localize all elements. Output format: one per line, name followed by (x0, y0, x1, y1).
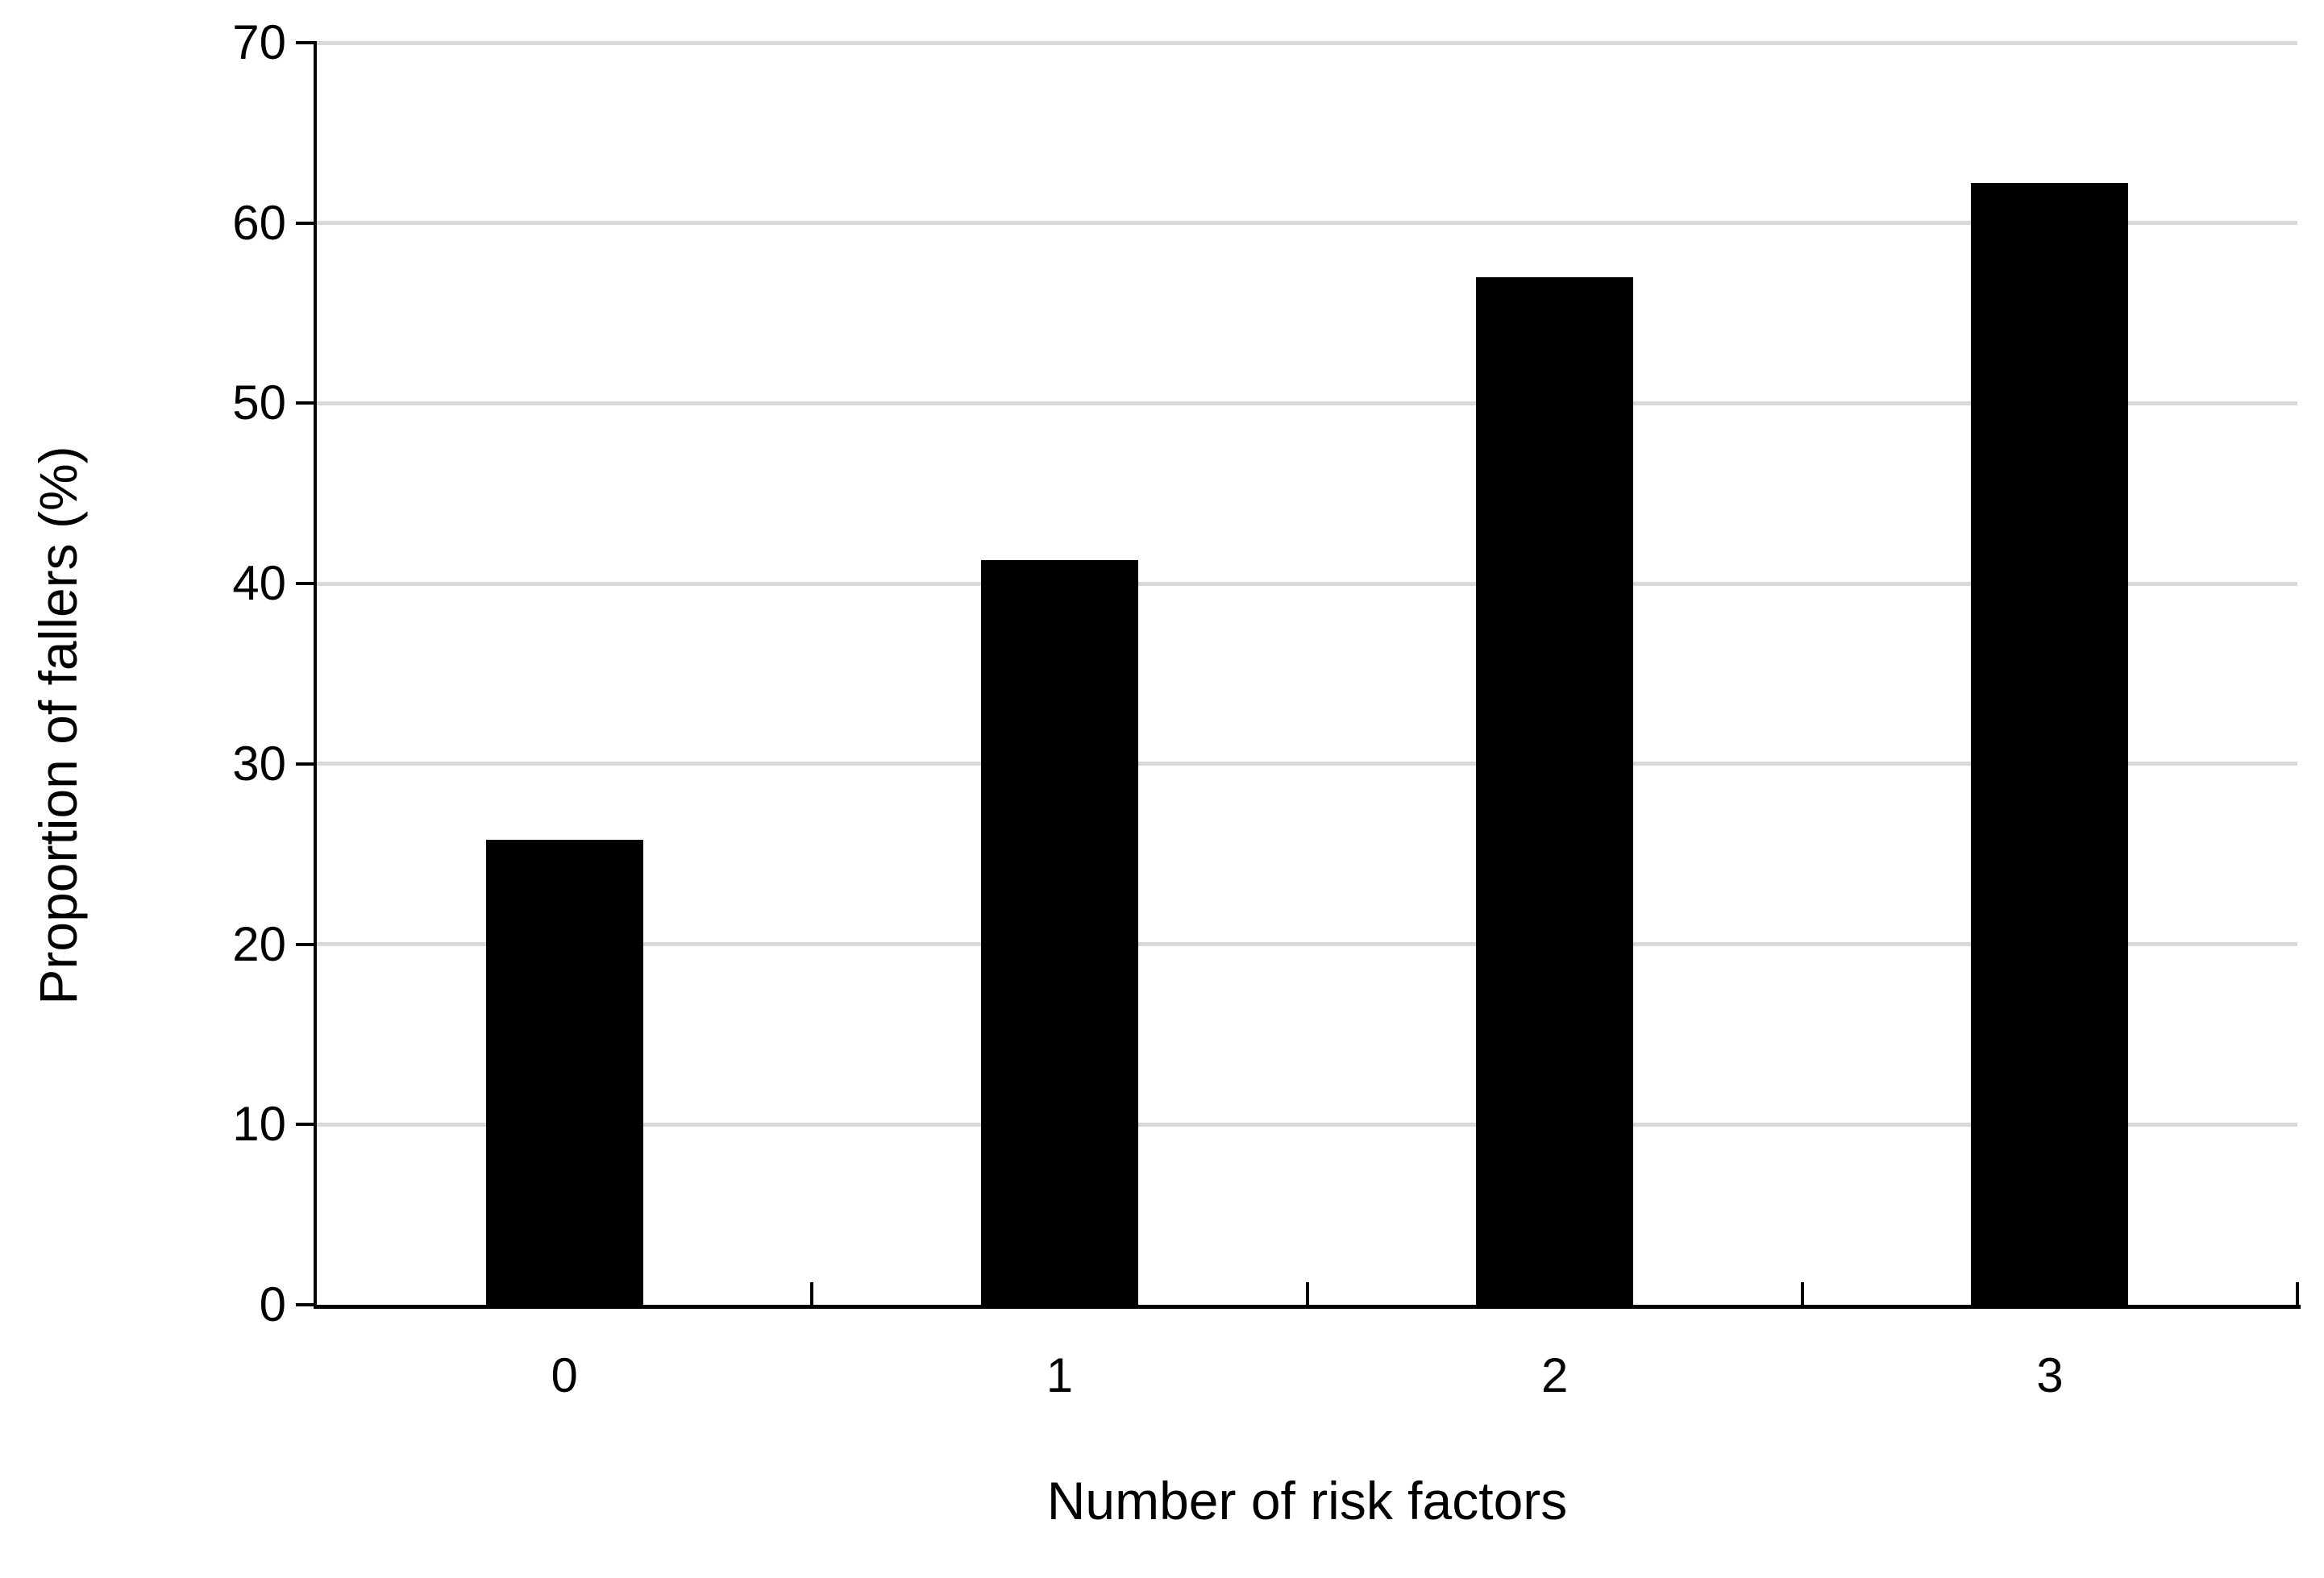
x-tick-label-1: 1 (1046, 1348, 1074, 1402)
y-tick-mark-70 (296, 41, 317, 44)
y-tick-label-50: 50 (232, 376, 286, 430)
gridline-60 (317, 221, 2297, 226)
y-tick-label-30: 30 (232, 736, 286, 791)
gridline-50 (317, 401, 2297, 405)
y-tick-label-40: 40 (232, 556, 286, 611)
bar-category-3 (1971, 183, 2129, 1305)
y-axis-line (314, 43, 317, 1305)
gridline-40 (317, 581, 2297, 586)
x-boundary-tick-2 (1305, 1282, 1309, 1305)
y-tick-label-60: 60 (232, 195, 286, 250)
y-tick-mark-60 (296, 221, 317, 225)
x-tick-label-3: 3 (2036, 1348, 2064, 1402)
x-boundary-tick-3 (1800, 1282, 1804, 1305)
gridline-20 (317, 942, 2297, 947)
y-tick-label-10: 10 (232, 1097, 286, 1152)
y-tick-mark-40 (296, 582, 317, 586)
y-tick-mark-30 (296, 762, 317, 766)
x-axis-title: Number of risk factors (1046, 1471, 1568, 1530)
y-tick-label-0: 0 (259, 1277, 286, 1331)
y-tick-mark-20 (296, 942, 317, 946)
gridline-10 (317, 1122, 2297, 1127)
y-tick-label-70: 70 (232, 15, 286, 69)
bar-category-2 (1476, 276, 1634, 1305)
x-axis-line (314, 1305, 2301, 1309)
y-tick-label-20: 20 (232, 916, 286, 971)
gridline-70 (317, 40, 2297, 45)
x-boundary-tick-4 (2296, 1282, 2299, 1305)
gridline-30 (317, 762, 2297, 766)
y-tick-mark-50 (296, 401, 317, 405)
x-boundary-tick-1 (810, 1282, 814, 1305)
x-tick-label-2: 2 (1540, 1348, 1569, 1402)
x-tick-label-0: 0 (551, 1348, 578, 1402)
bar-category-1 (980, 560, 1138, 1305)
y-tick-mark-10 (296, 1123, 317, 1127)
bar-category-0 (485, 839, 643, 1305)
y-tick-mark-0 (296, 1303, 317, 1306)
